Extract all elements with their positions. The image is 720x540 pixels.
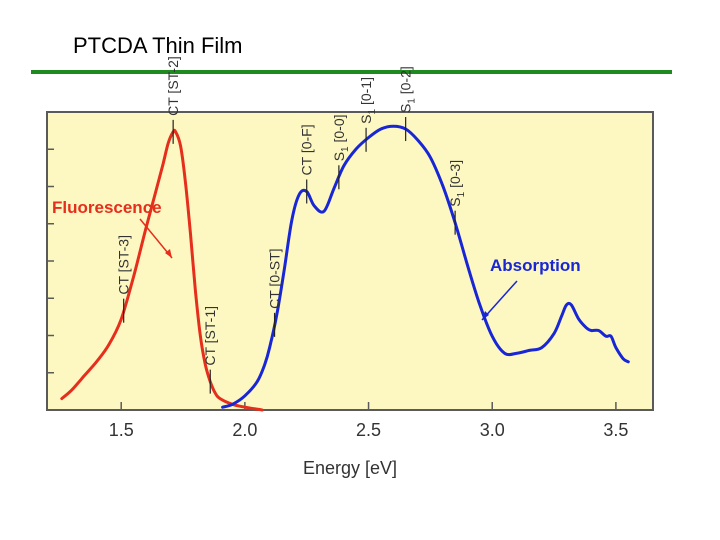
annotation-label-s1-0-0: S1 [0-0] — [331, 114, 351, 161]
x-tick-label: 3.5 — [603, 420, 628, 440]
absorption-pointer — [481, 280, 518, 321]
x-tick-label: 2.0 — [232, 420, 257, 440]
fluorescence-arrowhead — [165, 249, 172, 258]
annotation-label-ct-0-f: CT [0-F] — [299, 124, 315, 175]
annotation-label-ct-0-st: CT [0-ST] — [267, 248, 283, 308]
series-line-absorption — [221, 124, 630, 409]
annotation-label-s1-0-2: S1 [0-2] — [398, 66, 418, 113]
x-tick-label: 2.5 — [356, 420, 381, 440]
annotation-label-s1-0-1: S1 [0-1] — [358, 77, 378, 124]
fluorescence-pointer — [139, 218, 173, 259]
fluorescence-label: Fluorescence — [52, 198, 162, 217]
annotation-label-ct-st-1: CT [ST-1] — [202, 306, 218, 366]
plot-background — [46, 111, 654, 411]
series-line-fluorescence — [60, 128, 264, 412]
x-tick-label: 1.5 — [109, 420, 134, 440]
absorption-arrowhead — [482, 311, 489, 320]
title-divider — [31, 70, 672, 74]
annotation-label-s1-0-3: S1 [0-3] — [447, 160, 467, 207]
slide-title: PTCDA Thin Film — [73, 33, 243, 58]
plot-area: 1.5 2.0 2.5 3.0 3.5 CT [ST-3] CT [ST-2] CT [ST-… — [46, 56, 654, 440]
x-axis-label: Energy [eV] — [303, 458, 397, 478]
annotation-label-ct-st-3: CT [ST-3] — [116, 235, 132, 295]
absorption-label: Absorption — [490, 256, 581, 275]
annotation-label-ct-st-2: CT [ST-2] — [165, 56, 181, 116]
x-tick-label: 3.0 — [480, 420, 505, 440]
